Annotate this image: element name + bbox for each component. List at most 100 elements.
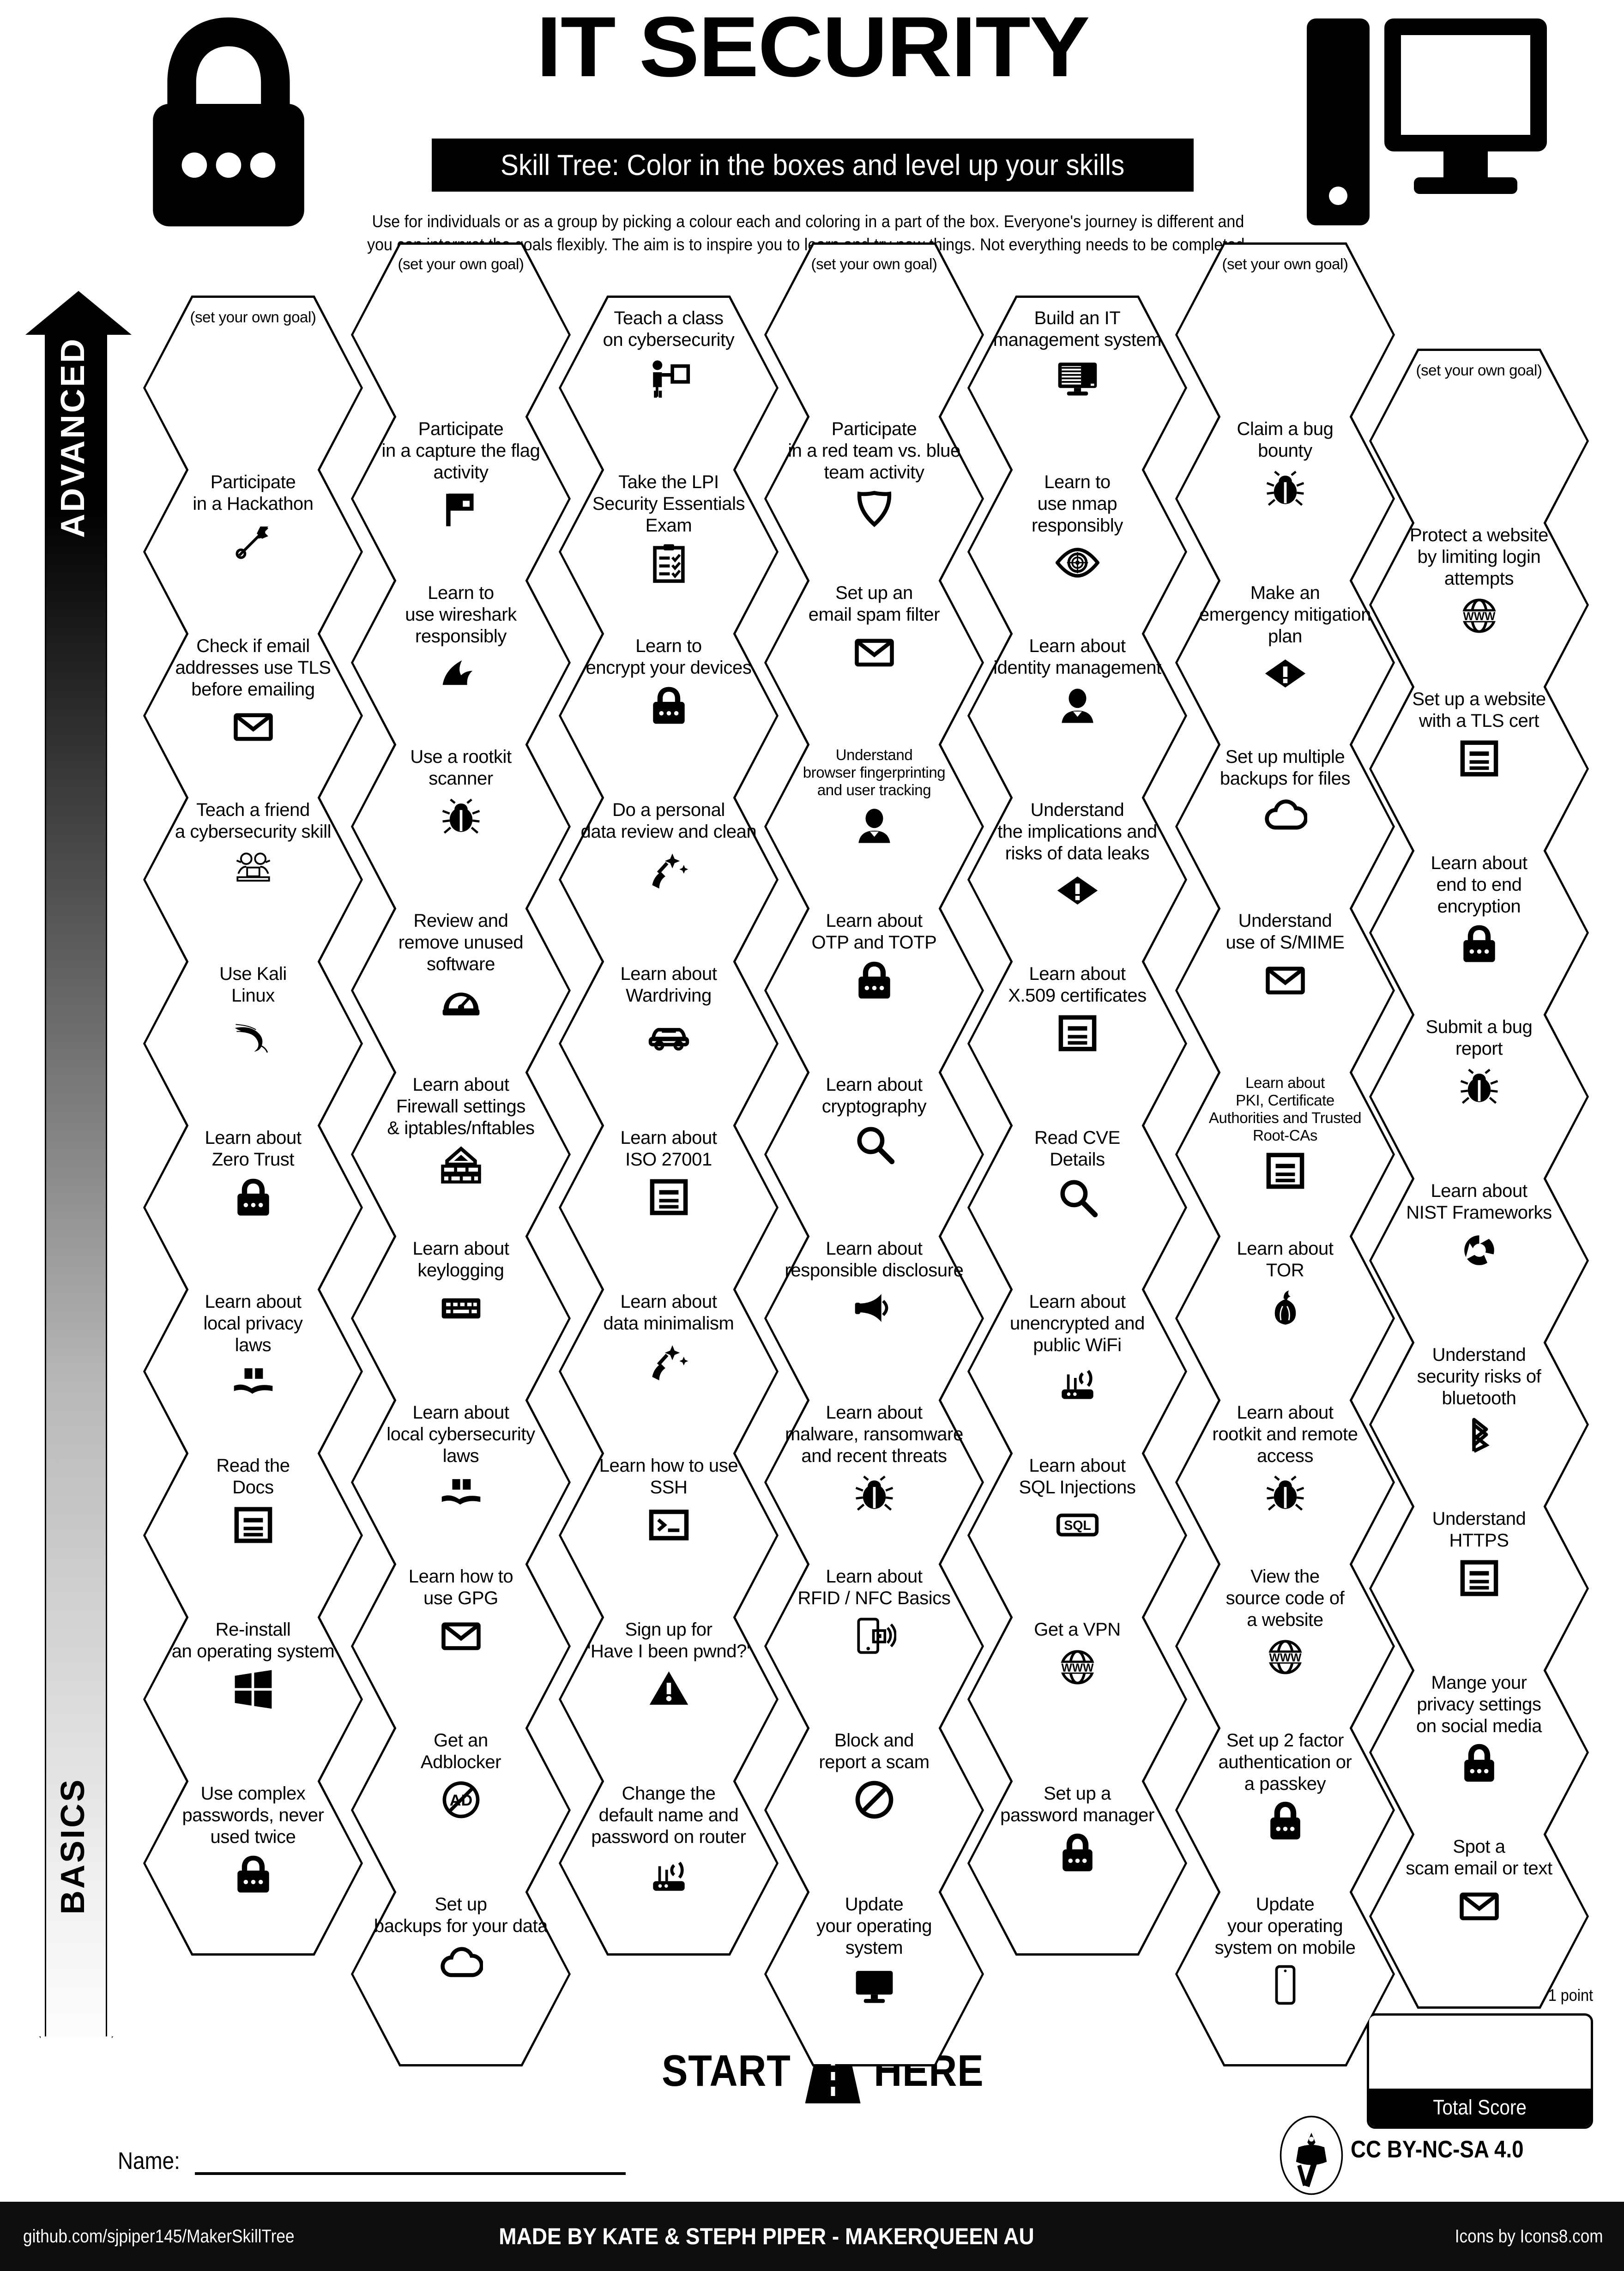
skill-hex-tile[interactable]: Check if email addresses use TLS before em…: [143, 623, 363, 808]
hex-tile-label: Use Kali Linux: [219, 964, 287, 1006]
skill-hex-tile[interactable]: Use complex passwords, never used twice: [143, 1771, 363, 1956]
skill-hex-tile[interactable]: Set up multiple backups for files: [1175, 734, 1395, 919]
skill-hex-tile[interactable]: Set up backups for your data: [351, 1882, 571, 2066]
skill-hex-tile[interactable]: Learn about local cybersecurity laws: [351, 1390, 571, 1575]
skill-hex-tile[interactable]: Teach a friend a cybersecurity skill: [143, 787, 363, 972]
document-icon: [1056, 1011, 1099, 1055]
skill-hex-tile[interactable]: Set up a website with a TLS cert: [1369, 676, 1589, 861]
skill-hex-tile[interactable]: Set up a password manager: [967, 1771, 1187, 1956]
skill-hex-tile[interactable]: Participate in a Hackathon: [143, 459, 363, 644]
skill-hex-tile[interactable]: Change the default name and password on ro…: [559, 1771, 779, 1956]
hex-tile-label: Re-install an operating system: [171, 1619, 335, 1661]
padlock-icon: [1263, 1799, 1307, 1843]
skill-hex-tile[interactable]: Do a personal data review and clean: [559, 787, 779, 972]
skill-hex-tile[interactable]: Learn about local privacy laws: [143, 1279, 363, 1464]
envelope-icon: [231, 705, 275, 749]
skill-hex-tile[interactable]: Understand use of S/MIME: [1175, 898, 1395, 1083]
skill-hex-tile[interactable]: Use a rootkit scanner: [351, 734, 571, 919]
skill-hex-tile[interactable]: Learn about TOR: [1175, 1226, 1395, 1411]
hex-tile-label: Learn about unencrypted and public WiFi: [1009, 1292, 1145, 1355]
skill-hex-tile[interactable]: Learn about NIST Frameworks: [1369, 1168, 1589, 1353]
skill-hex-tile[interactable]: Learn about rootkit and remote access: [1175, 1390, 1395, 1575]
skill-hex-tile[interactable]: Re-install an operating system: [143, 1607, 363, 1792]
skill-hex-tile[interactable]: Learn about cryptography: [764, 1062, 984, 1247]
skill-hex-tile[interactable]: (set your own goal): [351, 242, 571, 427]
skill-hex-tile[interactable]: Learn how to use GPG: [351, 1554, 571, 1739]
skill-hex-tile[interactable]: Claim a bug bounty: [1175, 406, 1395, 591]
skill-hex-tile[interactable]: Learn about SQL Injections SQL: [967, 1443, 1187, 1628]
skill-hex-tile[interactable]: Learn about Firewall settings & iptables/n…: [351, 1062, 571, 1247]
flag-icon: [439, 488, 483, 532]
skill-hex-tile[interactable]: Learn to use wireshark responsibly: [351, 570, 571, 755]
clipboard-check-icon: [647, 541, 691, 585]
skill-hex-tile[interactable]: Use Kali Linux: [143, 951, 363, 1136]
skill-hex-tile[interactable]: Spot a scam email or text: [1369, 1824, 1589, 2009]
name-input-line[interactable]: [195, 2171, 626, 2175]
skill-hex-tile[interactable]: Understand the implications and risks of d…: [967, 787, 1187, 972]
hex-fill: [767, 409, 982, 589]
skill-hex-tile[interactable]: (set your own goal): [764, 242, 984, 427]
skill-hex-tile[interactable]: Learn about X.509 certificates: [967, 951, 1187, 1136]
skill-hex-tile[interactable]: Understand HTTPS: [1369, 1496, 1589, 1681]
skill-hex-tile[interactable]: Learn how to use SSH: [559, 1443, 779, 1628]
hex-tile-label: Use a rootkit scanner: [410, 747, 512, 789]
skill-hex-tile[interactable]: Read the Docs: [143, 1443, 363, 1628]
skill-hex-tile[interactable]: Take the LPI Security Essentials Exam: [559, 459, 779, 644]
skill-hex-tile[interactable]: Update your operating system: [764, 1882, 984, 2066]
skill-hex-tile[interactable]: Mange your privacy settings on social medi…: [1369, 1660, 1589, 1845]
skill-hex-tile[interactable]: Learn about PKI, Certificate Authorities a…: [1175, 1062, 1395, 1247]
bug-icon: [439, 794, 483, 838]
kali-dragon-icon: [231, 1011, 275, 1055]
skill-hex-tile[interactable]: Teach a class on cybersecurity: [559, 296, 779, 480]
skill-hex-tile[interactable]: (set your own goal): [1369, 349, 1589, 533]
skill-hex-tile[interactable]: Learn to use nmap responsibly: [967, 459, 1187, 644]
hex-fill: [353, 1064, 568, 1244]
total-score-box[interactable]: Total Score: [1367, 2013, 1593, 2129]
hex-tile-label: Set up multiple backups for files: [1220, 747, 1351, 789]
www-globe-icon: WWW: [1457, 594, 1501, 638]
skill-hex-tile[interactable]: Review and remove unused software: [351, 898, 571, 1083]
skill-hex-tile[interactable]: Learn about end to end encryption: [1369, 840, 1589, 1025]
document-icon: [1457, 1556, 1501, 1600]
skill-hex-tile[interactable]: Learn about RFID / NFC Basics: [764, 1554, 984, 1739]
skill-hex-tile[interactable]: Read CVE Details: [967, 1115, 1187, 1300]
github-link[interactable]: github.com/sjpiper145/MakerSkillTree: [23, 2226, 295, 2247]
skill-hex-tile[interactable]: Learn about Wardriving: [559, 951, 779, 1136]
hex-tile-label: Learn about cryptography: [821, 1075, 927, 1117]
skill-hex-tile[interactable]: Build an IT management system: [967, 296, 1187, 480]
skill-hex-tile[interactable]: Participate in a capture the flag activity: [351, 406, 571, 591]
skill-hex-tile[interactable]: Understand security risks of bluetooth: [1369, 1332, 1589, 1517]
skill-hex-tile[interactable]: Submit a bug report: [1369, 1004, 1589, 1189]
skill-hex-tile[interactable]: Learn about responsible disclosure: [764, 1226, 984, 1411]
skill-hex-tile[interactable]: View the source code of a website WWW: [1175, 1554, 1395, 1739]
skill-hex-tile[interactable]: Learn about malware, ransomware and recent…: [764, 1390, 984, 1575]
skill-hex-tile[interactable]: Participate in a red team vs. blue team ac…: [764, 406, 984, 591]
skill-hex-tile[interactable]: Learn about data minimalism: [559, 1279, 779, 1464]
skill-hex-tile[interactable]: Set up an email spam filter: [764, 570, 984, 755]
skill-hex-tile[interactable]: Make an emergency mitigation plan: [1175, 570, 1395, 755]
skill-hex-tile[interactable]: Learn about ISO 27001: [559, 1115, 779, 1300]
skill-hex-tile[interactable]: Learn about OTP and TOTP: [764, 898, 984, 1083]
hex-tile-label: Block and report a scam: [819, 1730, 930, 1772]
icons8-credit[interactable]: Icons by Icons8.com: [1455, 2226, 1603, 2247]
skill-hex-tile[interactable]: Protect a website by limiting login attemp…: [1369, 513, 1589, 697]
skill-hex-tile[interactable]: Learn to encrypt your devices: [559, 623, 779, 808]
skill-hex-tile[interactable]: Get a VPN WWW: [967, 1607, 1187, 1792]
skill-hex-tile[interactable]: Block and report a scam: [764, 1718, 984, 1903]
skill-hex-tile[interactable]: Learn about keylogging: [351, 1226, 571, 1411]
skill-hex-tile[interactable]: (set your own goal): [143, 296, 363, 480]
skill-hex-tile[interactable]: Learn about unencrypted and public WiFi: [967, 1279, 1187, 1464]
bluetooth-icon: [1457, 1413, 1501, 1457]
skill-hex-tile[interactable]: Update your operating system on mobile: [1175, 1882, 1395, 2066]
skill-hex-tile[interactable]: Learn about Zero Trust: [143, 1115, 363, 1300]
skill-hex-tile[interactable]: Understand browser fingerprinting and user…: [764, 734, 984, 919]
hex-fill: [767, 245, 982, 425]
www-globe-icon: WWW: [1263, 1635, 1307, 1679]
skill-hex-tile[interactable]: Learn about identity management: [967, 623, 1187, 808]
skill-hex-tile[interactable]: Set up 2 factor authentication or a passke…: [1175, 1718, 1395, 1903]
hex-tile-label: Change the default name and password on ro…: [591, 1783, 746, 1847]
skill-hex-tile[interactable]: (set your own goal): [1175, 242, 1395, 427]
skill-hex-tile[interactable]: Sign up for 'Have I been pwnd?': [559, 1607, 779, 1792]
